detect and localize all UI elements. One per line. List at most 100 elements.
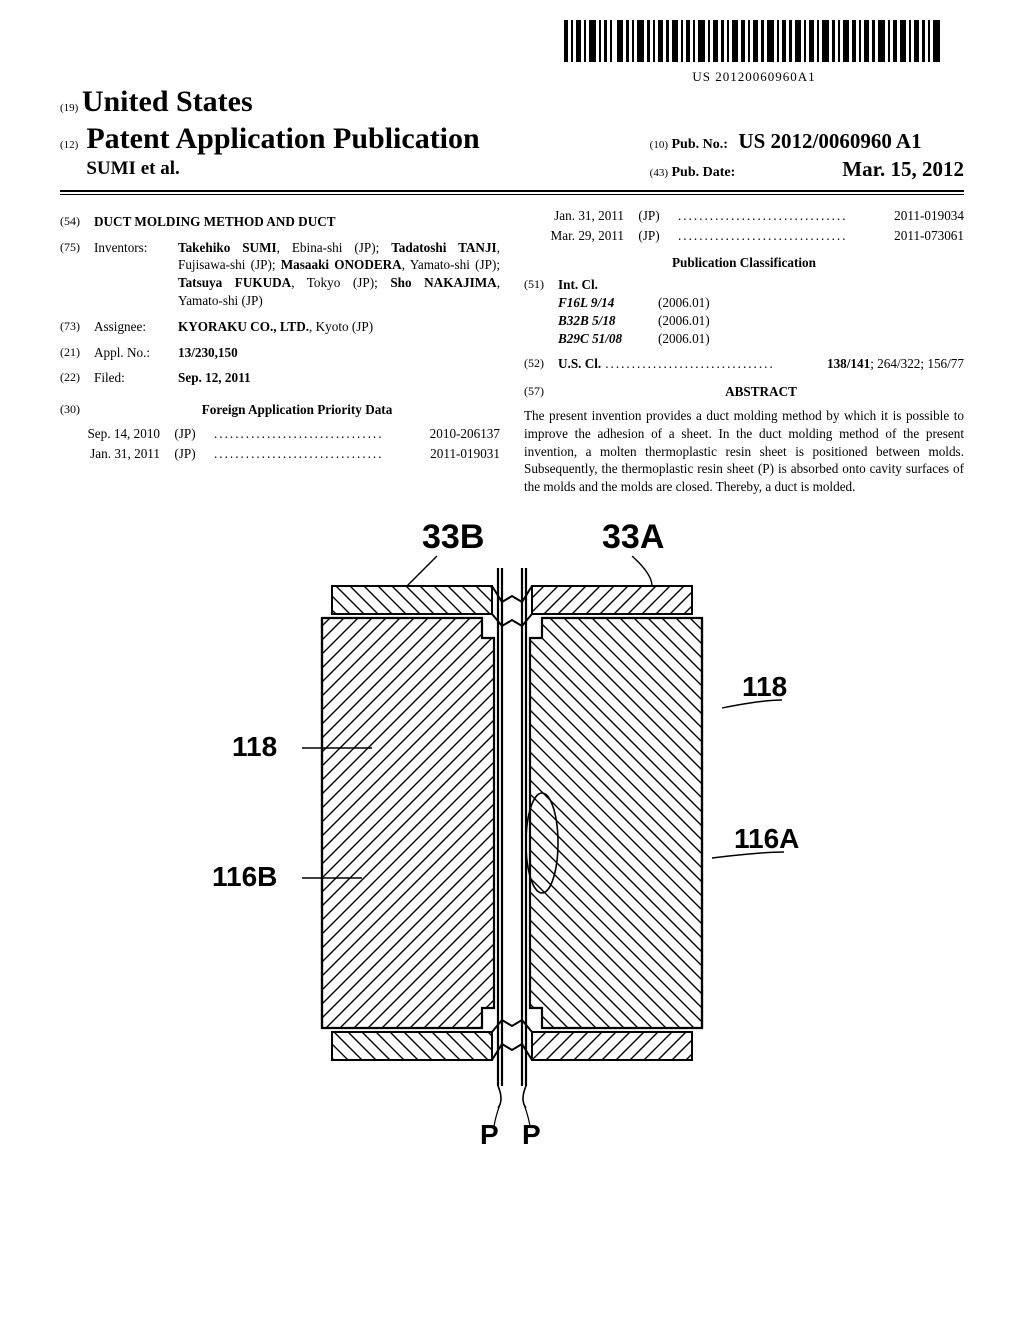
- barcode-block: US 20120060960A1: [564, 20, 944, 85]
- pubdate-label: Pub. Date:: [672, 165, 736, 180]
- inventor-name: Tadatoshi TANJI: [391, 240, 497, 255]
- foreign-label: Foreign Application Priority Data: [202, 402, 393, 417]
- intcl-year: (2006.01): [658, 312, 710, 330]
- priority-list-left: Sep. 14, 2010(JP).......................…: [60, 425, 500, 463]
- uscl-value: 138/141: [827, 356, 870, 371]
- left-column: (54) DUCT MOLDING METHOD AND DUCT (75) I…: [60, 205, 500, 496]
- fig-label-33A: 33A: [602, 518, 664, 556]
- intcl-row: B32B 5/18(2006.01): [558, 312, 964, 330]
- priority-date: Jan. 31, 2011: [60, 445, 160, 463]
- priority-country: (JP): [624, 207, 674, 225]
- inventor-name: Sho NAKAJIMA: [390, 275, 496, 290]
- intcl-symbol: F16L 9/14: [558, 294, 658, 312]
- priority-date: Mar. 29, 2011: [524, 227, 624, 245]
- intcl-symbol: B29C 51/08: [558, 330, 658, 348]
- fig-label-116B: 116B: [212, 861, 277, 892]
- fig-label-118L: 118: [232, 731, 277, 762]
- inventor-name: Masaaki ONODERA: [281, 257, 402, 272]
- top-plate-right: [532, 586, 692, 614]
- priority-dots: ................................: [674, 227, 854, 245]
- priority-row: Jan. 31, 2011(JP).......................…: [60, 445, 500, 463]
- figure-zone: 33B 33A 118 118 116A 116B P P: [60, 508, 964, 1153]
- applno-label: Appl. No.:: [94, 344, 178, 362]
- priority-number: 2011-019031: [390, 445, 500, 463]
- uscl-code: (52): [524, 355, 558, 373]
- assignee-body: KYORAKU CO., LTD., Kyoto (JP): [178, 318, 500, 336]
- barcode-caption: US 20120060960A1: [564, 69, 944, 85]
- resin-sheet-left: [498, 568, 502, 1086]
- intcl-row: F16L 9/14(2006.01): [558, 294, 964, 312]
- priority-number: 2011-019034: [854, 207, 964, 225]
- country-code: (19): [60, 102, 78, 114]
- priority-dots: ................................: [210, 445, 390, 463]
- assignee-rest: , Kyoto (JP): [309, 319, 373, 334]
- patent-figure: 33B 33A 118 118 116A 116B P P: [202, 508, 822, 1148]
- assignee-name: KYORAKU CO., LTD.: [178, 319, 309, 334]
- abstract-code: (57): [524, 383, 558, 401]
- fig-label-118R: 118: [742, 671, 787, 702]
- uscl-dots: ................................: [601, 355, 827, 373]
- fig-label-33B: 33B: [422, 518, 484, 556]
- filed-label: Filed:: [94, 369, 178, 387]
- pubdate-code: (43): [650, 167, 668, 179]
- intcl-symbol: B32B 5/18: [558, 312, 658, 330]
- mold-right: [530, 618, 702, 1028]
- fig-label-P1: P: [480, 1119, 499, 1148]
- pubclass-header: Publication Classification: [524, 254, 964, 272]
- pubno-code: (10): [650, 139, 668, 151]
- top-plate-left: [332, 586, 492, 614]
- fig-label-116A: 116A: [734, 823, 799, 854]
- assignee-code: (73): [60, 318, 94, 336]
- inventor-name: Takehiko SUMI: [178, 240, 277, 255]
- pubdate-value: Mar. 15, 2012: [842, 157, 964, 181]
- filed-code: (22): [60, 369, 94, 387]
- applno-value: 13/230,150: [178, 345, 238, 360]
- resin-sheet-right: [522, 568, 526, 1086]
- priority-dots: ................................: [210, 425, 390, 443]
- priority-country: (JP): [160, 425, 210, 443]
- priority-list-right: Jan. 31, 2011(JP).......................…: [524, 207, 964, 245]
- bottom-plate-left: [332, 1032, 492, 1060]
- pub-type-code: (12): [60, 139, 78, 151]
- inventors-label: Inventors:: [94, 239, 178, 310]
- intcl-label: Int. Cl.: [558, 277, 598, 292]
- invention-title: DUCT MOLDING METHOD AND DUCT: [94, 213, 500, 231]
- inventor-name: Tatsuya FUKUDA: [178, 275, 291, 290]
- pub-type: Patent Application Publication: [86, 122, 479, 156]
- assignee-label: Assignee:: [94, 318, 178, 336]
- priority-country: (JP): [160, 445, 210, 463]
- abstract-text: The present invention provides a duct mo…: [524, 407, 964, 496]
- intcl-year: (2006.01): [658, 330, 710, 348]
- inventors-code: (75): [60, 239, 94, 310]
- foreign-code: (30): [60, 401, 94, 419]
- uscl-label: U.S. Cl.: [558, 355, 601, 373]
- filed-value: Sep. 12, 2011: [178, 370, 251, 385]
- priority-dots: ................................: [674, 207, 854, 225]
- inventors-body: Takehiko SUMI, Ebina-shi (JP); Tadatoshi…: [178, 239, 500, 310]
- intcl-list: F16L 9/14(2006.01)B32B 5/18(2006.01)B29C…: [558, 294, 964, 347]
- priority-date: Sep. 14, 2010: [60, 425, 160, 443]
- intcl-code: (51): [524, 276, 558, 294]
- fig-label-P2: P: [522, 1119, 541, 1148]
- abstract-label: ABSTRACT: [725, 384, 797, 399]
- barcode-graphic: [564, 20, 944, 62]
- applno-code: (21): [60, 344, 94, 362]
- priority-number: 2011-073061: [854, 227, 964, 245]
- intcl-row: B29C 51/08(2006.01): [558, 330, 964, 348]
- intcl-year: (2006.01): [658, 294, 710, 312]
- rule-thin: [60, 194, 964, 195]
- title-code: (54): [60, 213, 94, 231]
- pubno-value: US 2012/0060960 A1: [738, 129, 921, 153]
- pubno-label: Pub. No.:: [672, 137, 728, 152]
- priority-row: Sep. 14, 2010(JP).......................…: [60, 425, 500, 443]
- priority-number: 2010-206137: [390, 425, 500, 443]
- rule-thick: [60, 190, 964, 192]
- biblio-columns: (54) DUCT MOLDING METHOD AND DUCT (75) I…: [60, 205, 964, 496]
- authors-line: SUMI et al.: [86, 158, 479, 180]
- priority-country: (JP): [624, 227, 674, 245]
- mold-left: [322, 618, 494, 1028]
- bottom-plate-right: [532, 1032, 692, 1060]
- priority-row: Mar. 29, 2011(JP).......................…: [524, 227, 964, 245]
- priority-date: Jan. 31, 2011: [524, 207, 624, 225]
- country-name: United States: [82, 85, 253, 118]
